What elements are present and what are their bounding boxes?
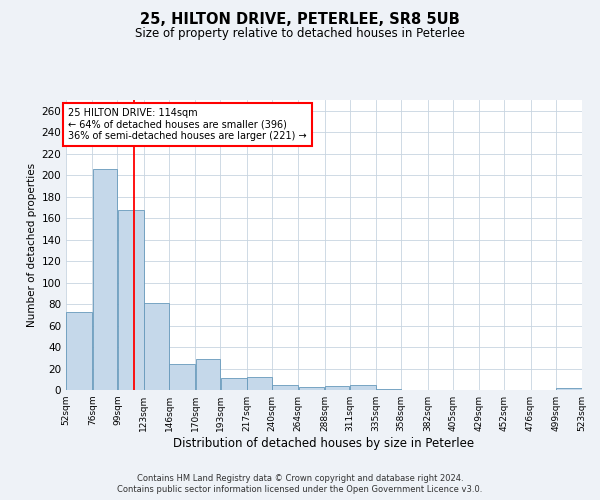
Bar — [169, 364, 195, 390]
Text: Contains HM Land Registry data © Crown copyright and database right 2024.
Contai: Contains HM Land Registry data © Crown c… — [118, 474, 482, 494]
Bar — [376, 389, 401, 390]
Y-axis label: Number of detached properties: Number of detached properties — [27, 163, 37, 327]
Bar — [325, 386, 349, 390]
Bar — [66, 312, 92, 390]
Bar — [556, 388, 582, 390]
Text: Size of property relative to detached houses in Peterlee: Size of property relative to detached ho… — [135, 28, 465, 40]
Bar — [272, 384, 298, 390]
Text: 25, HILTON DRIVE, PETERLEE, SR8 5UB: 25, HILTON DRIVE, PETERLEE, SR8 5UB — [140, 12, 460, 28]
Bar — [299, 387, 324, 390]
Text: 25 HILTON DRIVE: 114sqm
← 64% of detached houses are smaller (396)
36% of semi-d: 25 HILTON DRIVE: 114sqm ← 64% of detache… — [68, 108, 307, 140]
X-axis label: Distribution of detached houses by size in Peterlee: Distribution of detached houses by size … — [173, 437, 475, 450]
Bar — [92, 168, 117, 390]
Bar — [350, 384, 376, 390]
Bar — [144, 303, 169, 390]
Bar — [196, 359, 220, 390]
Bar — [221, 378, 247, 390]
Bar — [118, 210, 143, 390]
Bar — [247, 377, 272, 390]
